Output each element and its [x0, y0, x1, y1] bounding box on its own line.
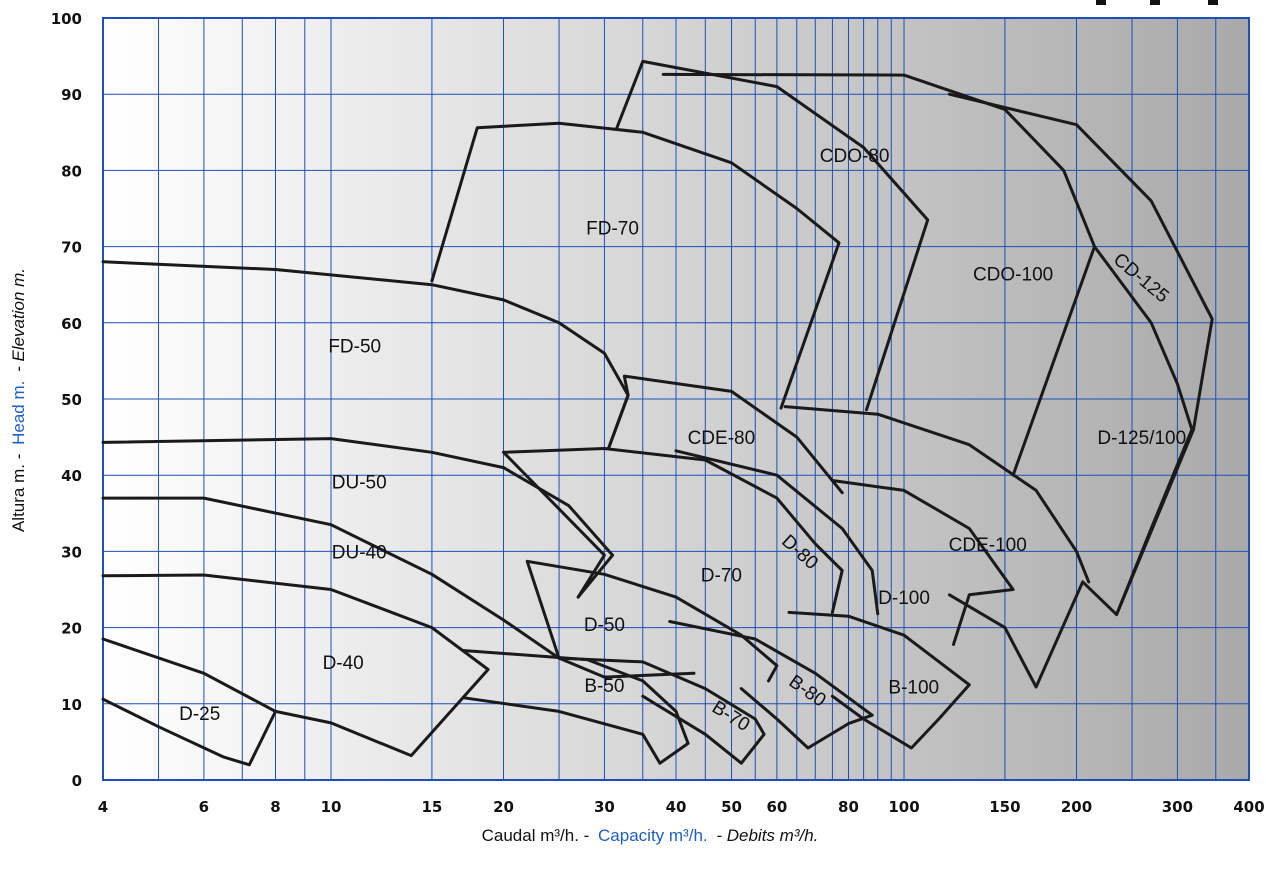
pump-curve-du-40 — [101, 496, 696, 679]
pump-label: DU-50 — [332, 472, 387, 493]
x-tick-label: 50 — [721, 798, 742, 816]
x-axis-label: Caudal m³/h. - Capacity m³/h. - Debits m… — [482, 826, 819, 845]
pump-curve-d-80 — [674, 449, 880, 616]
x-tick-label: 40 — [666, 798, 687, 816]
logo-fragment — [1096, 0, 1218, 5]
x-tick-label: 6 — [199, 798, 209, 816]
y-tick-label: 80 — [61, 162, 82, 180]
pump-curve-b-50 — [461, 649, 690, 765]
x-tick-label: 15 — [421, 798, 442, 816]
x-tick-label: 150 — [989, 798, 1020, 816]
x-tick-label: 20 — [493, 798, 514, 816]
pump-curve-d-125-100 — [947, 245, 1194, 689]
pump-curve-fd-50 — [101, 260, 630, 450]
x-axis-label-english: Capacity m³/h. — [598, 826, 708, 845]
pump-curve-d-70 — [502, 447, 844, 614]
pump-curve-d-100 — [830, 479, 1015, 646]
pump-label: CDO-100 — [973, 264, 1053, 285]
x-tick-label: 10 — [321, 798, 342, 816]
pump-label: D-50 — [584, 615, 625, 636]
y-tick-label: 40 — [61, 467, 82, 485]
grid — [103, 18, 1249, 780]
x-tick-label: 30 — [594, 798, 615, 816]
plot-frame — [102, 17, 1250, 781]
x-tick-labels: 4 6 8 10 15 20 30 40 50 60 80 100 150 200 300 400 — [98, 798, 1265, 816]
x-tick-label: 400 — [1233, 798, 1264, 816]
y-tick-label: 10 — [61, 696, 82, 714]
y-axis-label-french: - Elevation m. — [9, 268, 28, 372]
y-axis-label: Altura m. - Head m. - Elevation m. — [9, 268, 28, 532]
x-axis-label-spanish: Caudal m³/h. - — [482, 826, 590, 845]
pump-curve-b-70 — [557, 656, 766, 765]
pump-curve-d-40 — [101, 573, 490, 758]
pump-curve-d-50 — [525, 559, 779, 683]
x-tick-label: 60 — [766, 798, 787, 816]
x-tick-label: 8 — [270, 798, 280, 816]
pump-label: CDO-80 — [820, 146, 890, 167]
pump-curve-cde-100 — [783, 405, 1091, 584]
pump-curves — [101, 59, 1214, 767]
y-tick-label: 90 — [61, 86, 82, 104]
pump-label: FD-70 — [586, 219, 639, 240]
y-axis-label-english: Head m. — [9, 381, 28, 445]
x-axis-label-french: - Debits m³/h. — [716, 826, 818, 845]
x-tick-label: 100 — [888, 798, 919, 816]
pump-curve-fd-70 — [430, 121, 841, 410]
x-tick-label: 300 — [1162, 798, 1193, 816]
pump-label: D-100 — [878, 588, 930, 609]
pump-curve-b-80 — [668, 620, 874, 750]
pump-curve-du-50 — [101, 437, 615, 599]
pump-label: B-50 — [584, 676, 624, 697]
y-axis-label-spanish: Altura m. - — [9, 454, 28, 532]
pump-curve-b-100 — [787, 610, 971, 750]
y-tick-label: 60 — [61, 315, 82, 333]
x-tick-label: 80 — [838, 798, 859, 816]
pump-label: CDE-100 — [949, 535, 1027, 556]
pump-label: D-70 — [701, 565, 742, 586]
pump-curve-cdo-80 — [615, 59, 930, 412]
y-tick-labels: 0 10 20 30 40 50 60 70 80 90 100 — [51, 10, 82, 790]
y-tick-label: 50 — [61, 391, 82, 409]
pump-curve-cdo-100 — [661, 72, 1096, 477]
pump-label: D-125/100 — [1097, 428, 1186, 449]
y-tick-label: 20 — [61, 620, 82, 638]
pump-label: DU-40 — [332, 542, 387, 563]
y-tick-label: 70 — [61, 239, 82, 257]
pump-label: FD-50 — [328, 337, 381, 358]
pump-curve-d-25 — [101, 637, 277, 767]
pump-label: D-40 — [323, 653, 364, 674]
x-tick-label: 4 — [98, 798, 108, 816]
pump-label: D-25 — [179, 704, 220, 725]
x-tick-label: 200 — [1061, 798, 1092, 816]
pump-label: B-100 — [888, 677, 939, 698]
pump-curve-cde-80 — [607, 374, 844, 495]
pump-label: CDE-80 — [688, 428, 756, 449]
y-tick-label: 100 — [51, 10, 82, 28]
y-tick-label: 0 — [72, 772, 82, 790]
y-tick-label: 30 — [61, 543, 82, 561]
